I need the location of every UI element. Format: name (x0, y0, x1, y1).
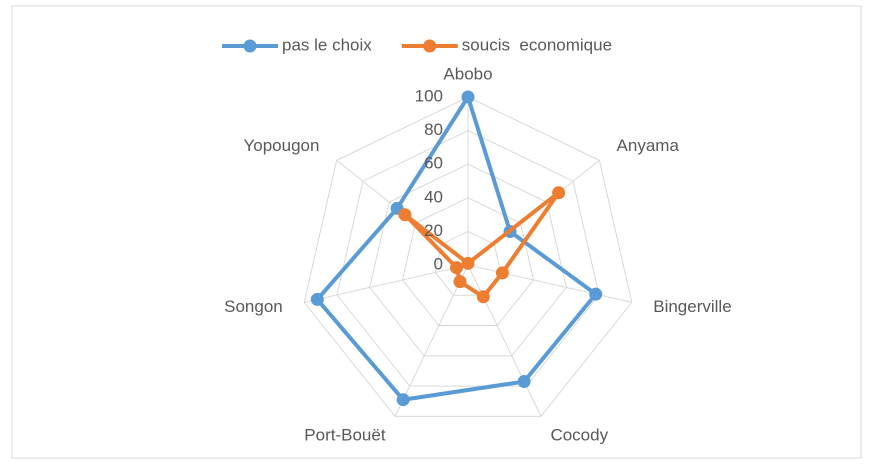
data-point (495, 266, 509, 280)
category-label: Songon (224, 297, 283, 316)
data-point (450, 261, 464, 275)
spoke (394, 264, 469, 417)
grid-ring (303, 96, 633, 417)
data-point (461, 256, 475, 270)
grid-ring (336, 130, 600, 387)
category-label: Abobo (443, 64, 492, 83)
legend-marker (423, 39, 437, 53)
data-point (589, 287, 603, 301)
y-tick-label: 40 (424, 187, 443, 206)
y-tick-label: 20 (424, 221, 443, 240)
data-point (552, 186, 566, 200)
spoke (467, 264, 632, 303)
y-tick-label: 0 (434, 254, 443, 273)
data-point (476, 290, 490, 304)
legend-label: soucis economique (462, 35, 612, 54)
chart-border (11, 5, 862, 459)
data-point (398, 208, 412, 222)
data-point (396, 393, 410, 407)
spoke (304, 264, 469, 303)
y-tick-label: 60 (424, 154, 443, 173)
category-label: Yopougon (243, 136, 319, 155)
category-label: Anyama (617, 136, 680, 155)
y-tick-label: 80 (424, 120, 443, 139)
legend-marker (243, 39, 257, 53)
data-point (517, 375, 531, 389)
data-point (453, 275, 467, 289)
grid-ring (401, 197, 535, 327)
spoke (467, 264, 542, 417)
legend-label: pas le choix (282, 35, 372, 54)
series-line (402, 190, 561, 299)
data-point (461, 90, 475, 104)
category-label: Bingerville (653, 297, 731, 316)
data-point (310, 292, 324, 306)
category-label: Port-Bouët (304, 426, 386, 445)
y-tick-label: 100 (415, 86, 443, 105)
category-label: Cocody (550, 426, 608, 445)
grid-ring (369, 163, 567, 357)
